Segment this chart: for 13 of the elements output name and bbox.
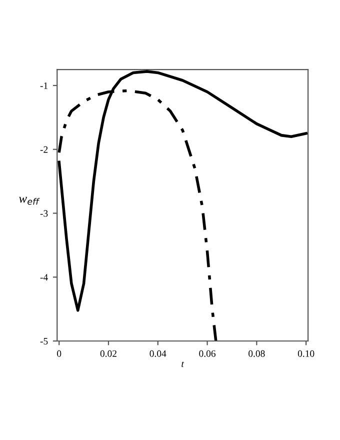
- y-tick-label: -1: [40, 82, 48, 89]
- x-tick-label: 0.02: [100, 350, 116, 357]
- y-axis-title: w$_{eff}$: [18, 196, 40, 205]
- y-tick-label: -5: [40, 338, 48, 344]
- y-tick-label: -3: [40, 210, 48, 217]
- x-axis-title: t: [182, 362, 184, 368]
- x-tick-label: 0.06: [199, 350, 216, 357]
- y-tick-label: -2: [40, 146, 48, 153]
- y-tick-label: -4: [40, 274, 48, 280]
- x-tick-label: 0.08: [248, 350, 265, 357]
- x-tick-label: 0.04: [150, 350, 166, 357]
- x-tick-label: 0.10: [298, 350, 314, 357]
- x-tick-label: 0: [57, 350, 62, 357]
